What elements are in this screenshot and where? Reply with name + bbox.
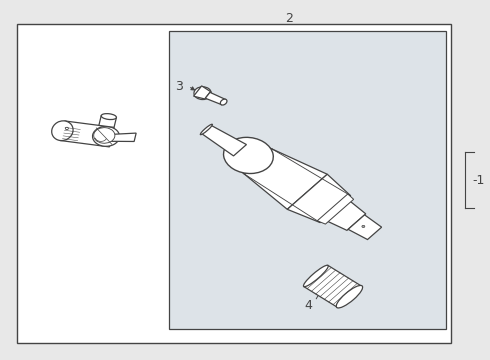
- Polygon shape: [194, 86, 211, 99]
- Polygon shape: [99, 116, 117, 127]
- Polygon shape: [225, 138, 272, 174]
- Ellipse shape: [223, 138, 273, 174]
- Polygon shape: [244, 149, 327, 209]
- Text: 2: 2: [285, 12, 293, 25]
- Polygon shape: [304, 265, 362, 307]
- Ellipse shape: [220, 99, 227, 105]
- Ellipse shape: [94, 128, 115, 143]
- Polygon shape: [348, 215, 382, 239]
- Ellipse shape: [336, 285, 363, 308]
- Ellipse shape: [303, 265, 328, 287]
- Polygon shape: [323, 199, 366, 230]
- Ellipse shape: [52, 121, 73, 141]
- Ellipse shape: [194, 87, 211, 100]
- Polygon shape: [111, 133, 136, 141]
- Polygon shape: [202, 125, 246, 156]
- Circle shape: [65, 127, 69, 130]
- Polygon shape: [287, 174, 351, 222]
- Bar: [169, 31, 446, 329]
- Polygon shape: [205, 93, 226, 105]
- Circle shape: [362, 225, 365, 228]
- Ellipse shape: [93, 126, 120, 146]
- Text: -1: -1: [472, 174, 485, 186]
- Ellipse shape: [101, 114, 117, 120]
- Polygon shape: [317, 194, 354, 224]
- Text: 3: 3: [174, 80, 182, 93]
- Text: 4: 4: [305, 299, 313, 312]
- Polygon shape: [60, 121, 114, 147]
- Ellipse shape: [200, 124, 212, 135]
